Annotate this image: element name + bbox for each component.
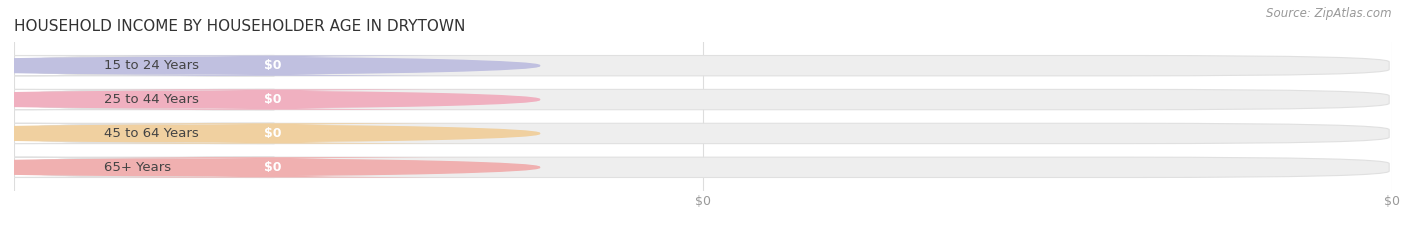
Text: 15 to 24 Years: 15 to 24 Years [104, 59, 198, 72]
Circle shape [0, 91, 540, 108]
Text: $0: $0 [264, 127, 281, 140]
FancyBboxPatch shape [56, 89, 489, 110]
Text: 65+ Years: 65+ Years [104, 161, 170, 174]
FancyBboxPatch shape [56, 55, 489, 76]
Circle shape [0, 159, 540, 176]
FancyBboxPatch shape [17, 55, 1389, 76]
FancyBboxPatch shape [17, 89, 1389, 110]
FancyBboxPatch shape [0, 89, 274, 110]
Text: Source: ZipAtlas.com: Source: ZipAtlas.com [1267, 7, 1392, 20]
FancyBboxPatch shape [17, 157, 1389, 178]
Text: $0: $0 [264, 59, 281, 72]
Text: $0: $0 [264, 93, 281, 106]
FancyBboxPatch shape [56, 123, 489, 144]
Circle shape [0, 125, 540, 142]
Text: $0: $0 [264, 161, 281, 174]
Text: 45 to 64 Years: 45 to 64 Years [104, 127, 198, 140]
FancyBboxPatch shape [0, 157, 274, 178]
Text: 25 to 44 Years: 25 to 44 Years [104, 93, 198, 106]
Text: HOUSEHOLD INCOME BY HOUSEHOLDER AGE IN DRYTOWN: HOUSEHOLD INCOME BY HOUSEHOLDER AGE IN D… [14, 19, 465, 34]
FancyBboxPatch shape [0, 123, 274, 144]
Circle shape [0, 57, 540, 74]
FancyBboxPatch shape [56, 157, 489, 178]
FancyBboxPatch shape [0, 55, 274, 76]
FancyBboxPatch shape [17, 123, 1389, 144]
